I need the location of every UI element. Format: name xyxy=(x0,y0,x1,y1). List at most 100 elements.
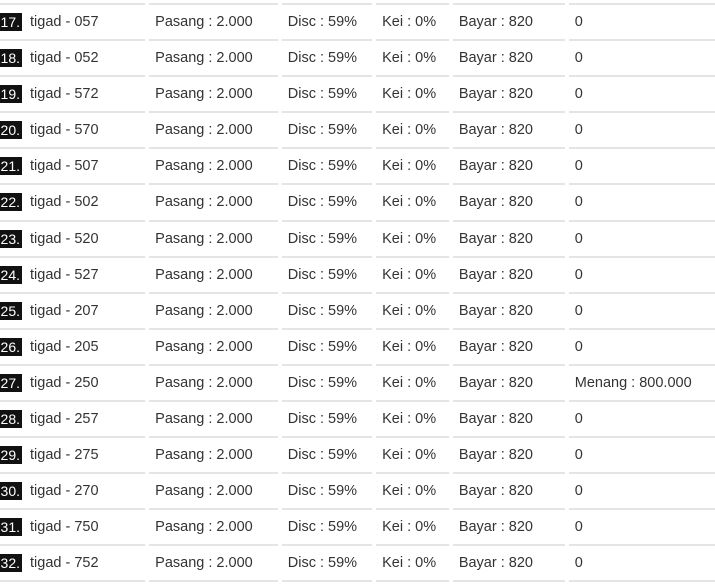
row-number-badge: 24. xyxy=(0,265,22,284)
result-cell: 0 xyxy=(568,544,715,583)
kei-cell: Kei : 0% xyxy=(376,111,449,147)
table-row: 19. tigad - 572 Pasang : 2.000 Disc : 59% Ke… xyxy=(0,75,715,111)
bet-name: tigad - 270 xyxy=(30,483,99,500)
result-cell: 0 xyxy=(568,472,715,508)
name-cell: 20. tigad - 570 xyxy=(0,111,146,147)
kei-cell: Kei : 0% xyxy=(376,39,449,75)
row-number-badge: 23. xyxy=(0,229,22,248)
pasang-cell: Pasang : 2.000 xyxy=(149,111,278,147)
pasang-cell: Pasang : 2.000 xyxy=(149,508,278,544)
row-number-badge: 25. xyxy=(0,301,22,320)
pasang-cell: Pasang : 2.000 xyxy=(149,400,278,436)
row-number-badge: 19. xyxy=(0,85,22,104)
bet-name: tigad - 520 xyxy=(30,230,99,247)
row-number-badge: 30. xyxy=(0,482,22,501)
result-cell: 0 xyxy=(568,111,715,147)
name-cell: 29. tigad - 275 xyxy=(0,436,146,472)
table-row: 29. tigad - 275 Pasang : 2.000 Disc : 59% Ke… xyxy=(0,436,715,472)
pasang-cell: Pasang : 2.000 xyxy=(149,39,278,75)
result-cell: 0 xyxy=(568,147,715,183)
name-cell: 26. tigad - 205 xyxy=(0,327,146,364)
bet-name: tigad - 205 xyxy=(30,338,99,355)
name-cell: 22. tigad - 502 xyxy=(0,183,146,219)
bet-list: 17. tigad - 057 Pasang : 2.000 Disc : 59% Ke… xyxy=(0,3,715,583)
table-row: 31. tigad - 750 Pasang : 2.000 Disc : 59% Ke… xyxy=(0,508,715,544)
table-row: 32. tigad - 752 Pasang : 2.000 Disc : 59% Ke… xyxy=(0,544,715,583)
result-cell: 0 xyxy=(568,327,715,364)
kei-cell: Kei : 0% xyxy=(376,472,449,508)
result-cell: 0 xyxy=(568,291,715,328)
disc-cell: Disc : 59% xyxy=(281,255,373,292)
name-cell: 25. tigad - 207 xyxy=(0,291,146,328)
disc-cell: Disc : 59% xyxy=(281,400,373,436)
kei-cell: Kei : 0% xyxy=(376,3,449,39)
bet-name: tigad - 057 xyxy=(30,14,99,30)
disc-cell: Disc : 59% xyxy=(281,111,373,147)
bayar-cell: Bayar : 820 xyxy=(452,147,565,183)
table-row: 17. tigad - 057 Pasang : 2.000 Disc : 59% Ke… xyxy=(0,3,715,39)
pasang-cell: Pasang : 2.000 xyxy=(149,219,278,256)
pasang-cell: Pasang : 2.000 xyxy=(149,472,278,508)
result-cell: 0 xyxy=(568,75,715,111)
row-number-badge: 22. xyxy=(0,193,22,212)
bet-name: tigad - 507 xyxy=(30,158,99,175)
name-cell: 24. tigad - 527 xyxy=(0,255,146,292)
bayar-cell: Bayar : 820 xyxy=(452,327,565,364)
bet-name: tigad - 257 xyxy=(30,411,99,428)
result-cell: 0 xyxy=(568,400,715,436)
kei-cell: Kei : 0% xyxy=(376,291,449,328)
row-number-badge: 26. xyxy=(0,337,22,356)
disc-cell: Disc : 59% xyxy=(281,219,373,256)
kei-cell: Kei : 0% xyxy=(376,183,449,219)
table-row: 24. tigad - 527 Pasang : 2.000 Disc : 59% Ke… xyxy=(0,255,715,292)
disc-cell: Disc : 59% xyxy=(281,544,373,583)
kei-cell: Kei : 0% xyxy=(376,508,449,544)
bet-name: tigad - 527 xyxy=(30,266,99,283)
table-row: 20. tigad - 570 Pasang : 2.000 Disc : 59% Ke… xyxy=(0,111,715,147)
bet-name: tigad - 207 xyxy=(30,302,99,319)
bayar-cell: Bayar : 820 xyxy=(452,472,565,508)
disc-cell: Disc : 59% xyxy=(281,147,373,183)
bayar-cell: Bayar : 820 xyxy=(452,3,565,39)
name-cell: 19. tigad - 572 xyxy=(0,75,146,111)
name-cell: 28. tigad - 257 xyxy=(0,400,146,436)
result-cell: 0 xyxy=(568,219,715,256)
name-cell: 27. tigad - 250 xyxy=(0,363,146,400)
table-row: 30. tigad - 270 Pasang : 2.000 Disc : 59% Ke… xyxy=(0,472,715,508)
row-number-badge: 27. xyxy=(0,373,22,392)
result-cell: 0 xyxy=(568,508,715,544)
disc-cell: Disc : 59% xyxy=(281,436,373,472)
bet-name: tigad - 275 xyxy=(30,447,99,464)
bayar-cell: Bayar : 820 xyxy=(452,183,565,219)
bayar-cell: Bayar : 820 xyxy=(452,544,565,583)
bayar-cell: Bayar : 820 xyxy=(452,219,565,256)
table-row: 21. tigad - 507 Pasang : 2.000 Disc : 59% Ke… xyxy=(0,147,715,183)
disc-cell: Disc : 59% xyxy=(281,363,373,400)
disc-cell: Disc : 59% xyxy=(281,3,373,39)
table-row: 18. tigad - 052 Pasang : 2.000 Disc : 59% Ke… xyxy=(0,39,715,75)
result-cell: 0 xyxy=(568,436,715,472)
row-number-badge: 21. xyxy=(0,157,22,176)
disc-cell: Disc : 59% xyxy=(281,472,373,508)
disc-cell: Disc : 59% xyxy=(281,75,373,111)
name-cell: 18. tigad - 052 xyxy=(0,39,146,75)
bet-name: tigad - 052 xyxy=(30,50,99,67)
bet-name: tigad - 250 xyxy=(30,374,99,391)
row-number-badge: 29. xyxy=(0,446,22,465)
disc-cell: Disc : 59% xyxy=(281,183,373,219)
table-row: 28. tigad - 257 Pasang : 2.000 Disc : 59% Ke… xyxy=(0,400,715,436)
row-number-badge: 32. xyxy=(0,554,22,573)
kei-cell: Kei : 0% xyxy=(376,219,449,256)
kei-cell: Kei : 0% xyxy=(376,544,449,583)
pasang-cell: Pasang : 2.000 xyxy=(149,436,278,472)
table-row: 23. tigad - 520 Pasang : 2.000 Disc : 59% Ke… xyxy=(0,219,715,256)
disc-cell: Disc : 59% xyxy=(281,327,373,364)
bayar-cell: Bayar : 820 xyxy=(452,508,565,544)
row-number-badge: 28. xyxy=(0,410,22,429)
row-number-badge: 31. xyxy=(0,518,22,537)
disc-cell: Disc : 59% xyxy=(281,508,373,544)
kei-cell: Kei : 0% xyxy=(376,147,449,183)
pasang-cell: Pasang : 2.000 xyxy=(149,291,278,328)
result-cell: 0 xyxy=(568,3,715,39)
disc-cell: Disc : 59% xyxy=(281,291,373,328)
